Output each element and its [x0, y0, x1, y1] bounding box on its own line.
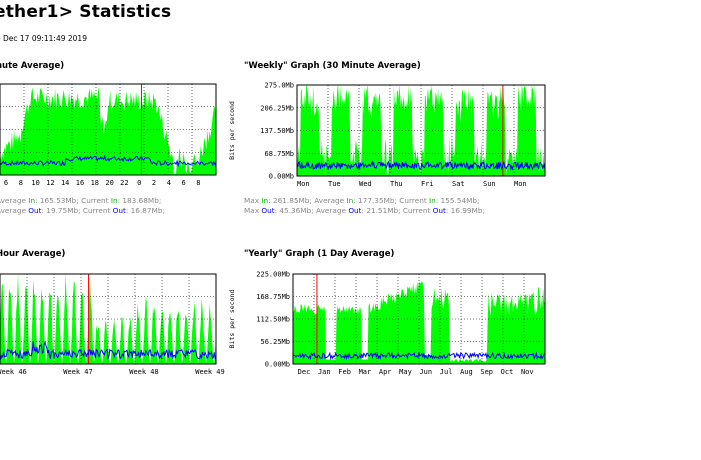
- x-tick-label: Jan: [318, 368, 331, 376]
- monthly-graph-title: Hour Average): [0, 249, 66, 259]
- daily-stats-out: Average Out: 19.75Mb; Current Out: 16.87…: [0, 206, 165, 215]
- x-tick-label: 12: [46, 179, 54, 187]
- daily-stats-in: Average In: 165.53Mb; Current In: 183.68…: [0, 196, 162, 205]
- x-tick-label: Sep: [480, 368, 493, 376]
- x-tick-label: Fri: [421, 180, 434, 188]
- x-tick-label: May: [399, 368, 412, 376]
- out-traffic-line: [292, 351, 546, 361]
- x-tick-label: Week 49: [195, 368, 225, 376]
- x-tick-label: Jul: [440, 368, 453, 376]
- weekly-graph-stats: Max In: 261.85Mb; Average In: 177.35Mb; …: [244, 196, 485, 216]
- out-traffic-line: [296, 160, 546, 171]
- weekly-stats-in: Max In: 261.85Mb; Average In: 177.35Mb; …: [244, 196, 480, 205]
- x-tick-label: 16: [76, 179, 84, 187]
- x-tick-label: 4: [167, 179, 171, 187]
- y-tick-label: 56.25Mb: [260, 338, 290, 346]
- x-tick-label: Aug: [460, 368, 473, 376]
- x-tick-label: Feb: [338, 368, 351, 376]
- y-tick-label: 275.0Mb: [264, 82, 294, 90]
- x-tick-label: Week 47: [63, 368, 93, 376]
- weekly-graph: 275.0Mb 206.25Mb 137.50Mb 68.75Mb 0.00Mb Bits…: [228, 82, 546, 188]
- plot-frame: [292, 273, 546, 365]
- x-tick-label: Sat: [452, 180, 465, 188]
- x-tick-label: Apr: [379, 368, 392, 376]
- page-datetime: e Dec 17 09:11:49 2019: [0, 34, 87, 43]
- y-tick-label: 206.25Mb: [260, 104, 294, 112]
- x-tick-label: Wed: [359, 180, 372, 188]
- x-tick-label: 20: [105, 179, 113, 187]
- y-tick-label: 112.50Mb: [256, 316, 290, 324]
- y-tick-label: 0.00Mb: [265, 361, 290, 369]
- x-tick-label: 14: [61, 179, 69, 187]
- x-tick-label: Oct: [501, 368, 514, 376]
- x-tick-label: Mon: [297, 180, 310, 188]
- daily-graph-title: nute Average): [0, 61, 65, 71]
- daily-graph-stats: Average In: 165.53Mb; Current In: 183.68…: [0, 196, 165, 216]
- y-tick-label: 168.75Mb: [256, 293, 290, 301]
- y-axis-label: Bits per second: [228, 290, 236, 349]
- plot-frame: [0, 83, 217, 176]
- x-tick-label: Jun: [419, 368, 432, 376]
- x-tick-label: Sun: [483, 180, 496, 188]
- x-tick-label: 0: [137, 179, 141, 187]
- out-traffic-line: [0, 340, 217, 361]
- x-tick-label: Week 46: [0, 368, 27, 376]
- weekly-graph-title: "Weekly" Graph (30 Minute Average): [244, 61, 421, 71]
- x-tick-label: 8: [19, 179, 23, 187]
- x-tick-label: 18: [91, 179, 99, 187]
- plot-frame: [0, 273, 217, 365]
- x-tick-label: Dec: [298, 368, 311, 376]
- x-tick-label: Nov: [521, 368, 534, 376]
- out-traffic-line: [0, 154, 217, 168]
- yearly-graph-title: "Yearly" Graph (1 Day Average): [244, 249, 395, 259]
- y-axis-label: Bits per second: [228, 101, 236, 160]
- x-tick-label: 8: [196, 179, 200, 187]
- y-tick-label: 137.50Mb: [260, 127, 294, 135]
- x-tick-label: Mon: [514, 180, 527, 188]
- x-tick-label: 6: [4, 179, 8, 187]
- monthly-graph: Week 46 Week 47 Week 48 Week 49: [0, 273, 225, 376]
- y-tick-label: 68.75Mb: [264, 150, 294, 158]
- x-tick-label: 6: [181, 179, 185, 187]
- y-tick-label: 0.00Mb: [269, 173, 294, 181]
- in-traffic-area: [0, 86, 216, 175]
- x-tick-label: Thu: [390, 180, 403, 188]
- yearly-graph: 225.00Mb 168.75Mb 112.50Mb 56.25Mb 0.00Mb Bit…: [228, 271, 546, 376]
- x-tick-label: Tue: [328, 180, 341, 188]
- x-tick-label: Week 48: [129, 368, 159, 376]
- weekly-stats-out: Max Out: 45.36Mb; Average Out: 21.51Mb; …: [244, 206, 485, 215]
- plot-frame: [296, 84, 546, 177]
- page-title: ether1> Statistics: [0, 2, 172, 22]
- y-tick-label: 225.00Mb: [256, 271, 290, 279]
- x-tick-label: Mar: [359, 368, 372, 376]
- x-tick-label: 22: [120, 179, 128, 187]
- daily-graph: 6 8 10 12 14 16 18 20 22 0 2 4 6 8: [0, 83, 217, 187]
- x-tick-label: 2: [152, 179, 156, 187]
- x-tick-label: 10: [31, 179, 39, 187]
